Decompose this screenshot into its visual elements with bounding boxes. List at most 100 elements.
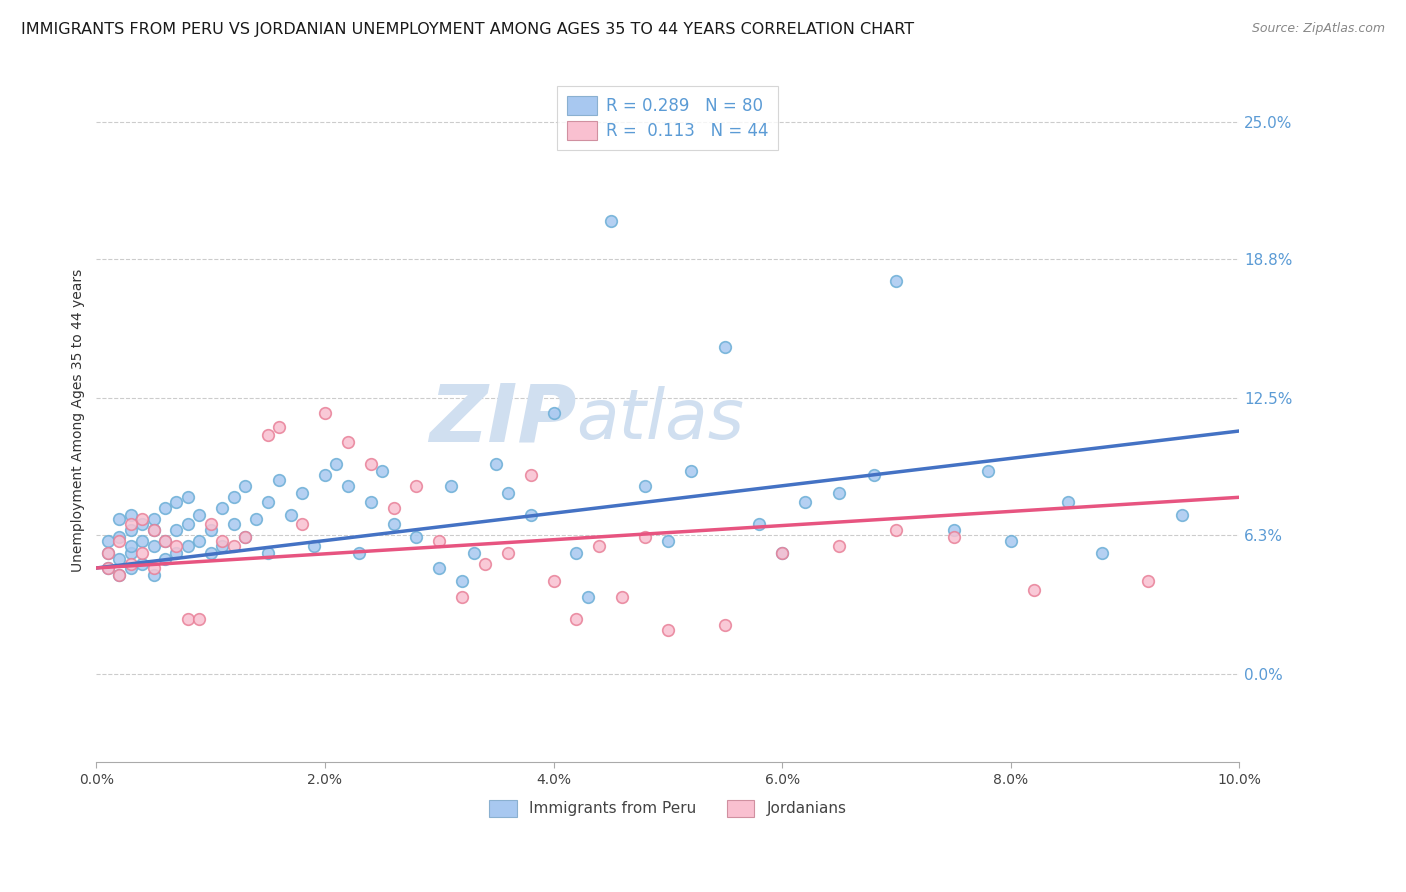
Point	[108, 567, 131, 582]
Point	[153, 534, 176, 549]
Point	[165, 539, 187, 553]
Point	[120, 545, 142, 559]
Point	[291, 516, 314, 531]
Point	[142, 561, 165, 575]
Point	[485, 457, 508, 471]
Point	[543, 406, 565, 420]
Point	[256, 545, 278, 559]
Point	[1057, 494, 1080, 508]
Point	[165, 545, 187, 559]
Point	[165, 494, 187, 508]
Point	[440, 479, 463, 493]
Point	[451, 574, 474, 589]
Point	[1091, 545, 1114, 559]
Point	[188, 508, 211, 522]
Point	[634, 479, 657, 493]
Point	[233, 530, 256, 544]
Point	[543, 574, 565, 589]
Point	[314, 406, 336, 420]
Point	[108, 530, 131, 544]
Legend: Immigrants from Peru, Jordanians: Immigrants from Peru, Jordanians	[484, 793, 852, 823]
Point	[222, 539, 245, 553]
Point	[496, 545, 519, 559]
Text: ZIP: ZIP	[429, 381, 576, 459]
Text: Source: ZipAtlas.com: Source: ZipAtlas.com	[1251, 22, 1385, 36]
Point	[142, 512, 165, 526]
Point	[142, 539, 165, 553]
Point	[177, 539, 200, 553]
Point	[269, 473, 291, 487]
Point	[108, 534, 131, 549]
Point	[211, 501, 233, 516]
Point	[131, 534, 153, 549]
Point	[291, 486, 314, 500]
Point	[657, 623, 679, 637]
Point	[314, 468, 336, 483]
Point	[405, 530, 427, 544]
Point	[153, 552, 176, 566]
Point	[828, 486, 851, 500]
Point	[748, 516, 770, 531]
Point	[177, 612, 200, 626]
Point	[233, 530, 256, 544]
Point	[588, 539, 610, 553]
Point	[153, 534, 176, 549]
Point	[245, 512, 267, 526]
Point	[519, 468, 541, 483]
Point	[142, 567, 165, 582]
Point	[714, 340, 737, 354]
Point	[336, 479, 359, 493]
Point	[714, 618, 737, 632]
Point	[360, 494, 382, 508]
Point	[565, 545, 588, 559]
Point	[349, 545, 371, 559]
Point	[97, 561, 120, 575]
Point	[108, 567, 131, 582]
Point	[463, 545, 485, 559]
Point	[770, 545, 793, 559]
Point	[131, 545, 153, 559]
Point	[610, 590, 633, 604]
Point	[97, 545, 120, 559]
Point	[222, 516, 245, 531]
Point	[371, 464, 394, 478]
Point	[770, 545, 793, 559]
Point	[120, 539, 142, 553]
Point	[211, 534, 233, 549]
Point	[131, 557, 153, 571]
Point	[427, 561, 450, 575]
Point	[97, 561, 120, 575]
Point	[131, 512, 153, 526]
Point	[405, 479, 427, 493]
Point	[451, 590, 474, 604]
Point	[427, 534, 450, 549]
Point	[942, 524, 965, 538]
Point	[886, 274, 908, 288]
Point	[634, 530, 657, 544]
Point	[1000, 534, 1022, 549]
Point	[188, 534, 211, 549]
Point	[269, 419, 291, 434]
Point	[382, 501, 405, 516]
Y-axis label: Unemployment Among Ages 35 to 44 years: Unemployment Among Ages 35 to 44 years	[72, 268, 86, 572]
Point	[120, 524, 142, 538]
Point	[325, 457, 347, 471]
Point	[1136, 574, 1159, 589]
Point	[165, 524, 187, 538]
Point	[519, 508, 541, 522]
Point	[599, 214, 621, 228]
Point	[977, 464, 1000, 478]
Point	[256, 494, 278, 508]
Point	[108, 552, 131, 566]
Point	[200, 545, 222, 559]
Point	[1022, 583, 1045, 598]
Point	[942, 530, 965, 544]
Point	[233, 479, 256, 493]
Point	[97, 545, 120, 559]
Point	[828, 539, 851, 553]
Point	[188, 612, 211, 626]
Point	[120, 557, 142, 571]
Point	[177, 490, 200, 504]
Point	[360, 457, 382, 471]
Point	[280, 508, 302, 522]
